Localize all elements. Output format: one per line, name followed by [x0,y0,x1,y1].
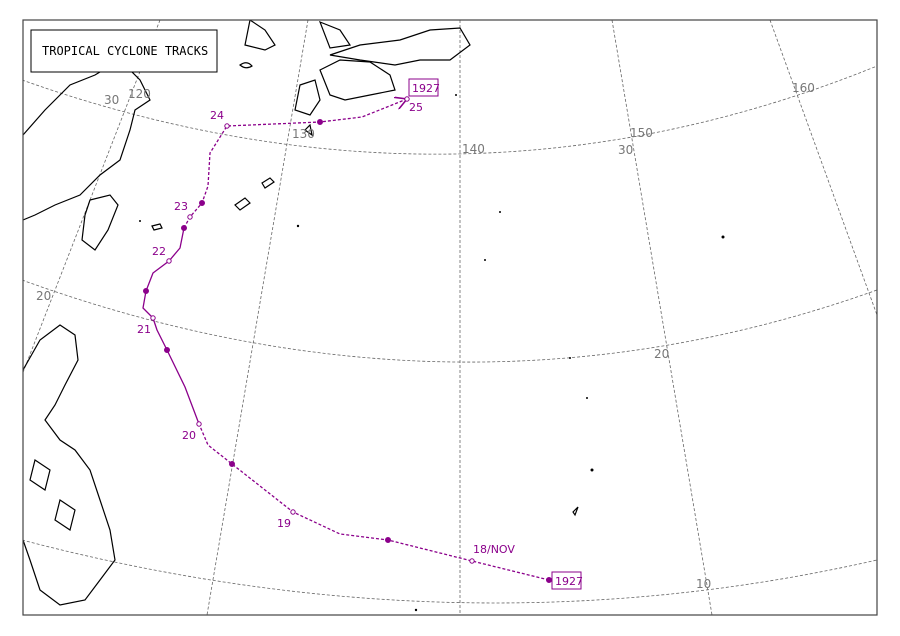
day-label-25: 25 [409,101,423,114]
map-title: TROPICAL CYCLONE TRACKS [42,44,208,58]
svg-text:1927: 1927 [555,575,583,588]
day-label-18: 18/NOV [473,543,515,556]
svg-text:1927: 1927 [412,82,440,95]
coastlines [23,20,725,612]
lat-label-10: 10 [696,577,711,591]
map-frame [22,19,878,616]
day-label-19: 19 [277,517,291,530]
storm-id-end: 1927 [408,78,440,97]
cyclone-track: 18/NOV 19 20 21 22 23 24 25 1927 1927 [137,78,583,590]
lat-label-30-west: 30 [104,93,119,107]
day-label-22: 22 [152,245,166,258]
lon-label-130: 130 [292,127,315,141]
longitude-160-line [769,20,877,316]
latitude-20-line [23,279,877,363]
lat-label-30-east: 30 [618,143,633,157]
day-label-24: 24 [210,109,224,122]
lon-label-150: 150 [630,126,653,140]
lat-label-20-west: 20 [36,289,51,303]
storm-id-start: 1927 [551,571,583,590]
track-segment-late [183,99,407,229]
track-points [143,96,552,583]
lon-label-120: 120 [128,87,151,101]
title-box: TROPICAL CYCLONE TRACKS [30,29,218,73]
longitude-130-line [206,20,309,615]
day-label-20: 20 [182,429,196,442]
track-segment-solid [142,227,200,425]
latitude-10-line [23,539,877,604]
track-segment-early [198,423,550,581]
longitude-120-line [23,20,161,374]
day-label-21: 21 [137,323,151,336]
latitude-30-line [23,65,877,155]
lon-label-160: 160 [792,81,815,95]
lon-label-140: 140 [462,142,485,156]
lat-label-20-east: 20 [654,347,669,361]
day-label-23: 23 [174,200,188,213]
longitude-150-line [611,20,713,615]
